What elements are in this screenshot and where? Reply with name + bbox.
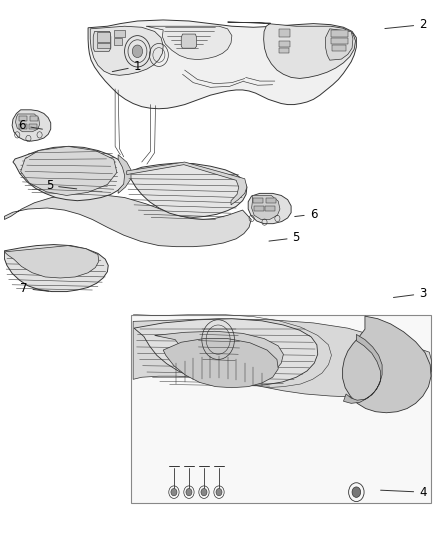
Polygon shape — [133, 319, 431, 397]
Text: 6: 6 — [295, 208, 317, 221]
Text: 2: 2 — [385, 18, 427, 31]
Bar — [279, 29, 290, 37]
Bar — [18, 116, 27, 122]
Text: 3: 3 — [393, 287, 427, 300]
Bar — [131, 314, 431, 503]
Bar — [29, 124, 37, 129]
Polygon shape — [163, 338, 278, 387]
Circle shape — [352, 487, 360, 497]
Bar — [279, 41, 290, 47]
Polygon shape — [21, 147, 117, 196]
Bar — [114, 30, 124, 37]
Polygon shape — [248, 193, 291, 224]
Polygon shape — [4, 245, 108, 292]
Circle shape — [216, 488, 222, 496]
Text: 7: 7 — [20, 282, 49, 295]
Polygon shape — [4, 246, 99, 278]
Bar — [253, 198, 263, 203]
Polygon shape — [88, 20, 357, 109]
Polygon shape — [155, 332, 283, 381]
Bar — [97, 33, 110, 42]
Polygon shape — [12, 110, 51, 141]
Polygon shape — [251, 196, 280, 220]
Circle shape — [171, 488, 177, 496]
Bar — [332, 45, 346, 51]
Text: 5: 5 — [46, 179, 77, 192]
Polygon shape — [134, 319, 318, 385]
Polygon shape — [15, 114, 39, 132]
Bar — [30, 116, 38, 122]
Bar — [114, 38, 123, 45]
Bar — [19, 124, 27, 129]
Text: 1: 1 — [112, 60, 141, 73]
Bar — [331, 30, 348, 37]
Bar — [265, 206, 275, 211]
Text: 5: 5 — [269, 231, 300, 244]
Polygon shape — [93, 31, 111, 51]
Text: 4: 4 — [381, 486, 427, 499]
Bar — [97, 43, 110, 48]
Bar — [254, 206, 264, 211]
Polygon shape — [4, 195, 251, 247]
Text: 6: 6 — [18, 119, 42, 132]
Polygon shape — [13, 147, 127, 201]
Polygon shape — [228, 22, 356, 78]
Polygon shape — [343, 334, 382, 403]
Polygon shape — [343, 316, 431, 413]
Polygon shape — [181, 34, 197, 48]
Polygon shape — [325, 29, 353, 60]
Bar — [332, 38, 348, 44]
Circle shape — [186, 488, 192, 496]
Polygon shape — [127, 163, 247, 217]
Bar — [279, 48, 289, 53]
Polygon shape — [118, 155, 131, 193]
Polygon shape — [146, 26, 232, 60]
Circle shape — [201, 488, 207, 496]
Polygon shape — [127, 162, 247, 205]
Polygon shape — [90, 26, 163, 75]
Bar — [266, 198, 276, 203]
Circle shape — [132, 45, 143, 58]
